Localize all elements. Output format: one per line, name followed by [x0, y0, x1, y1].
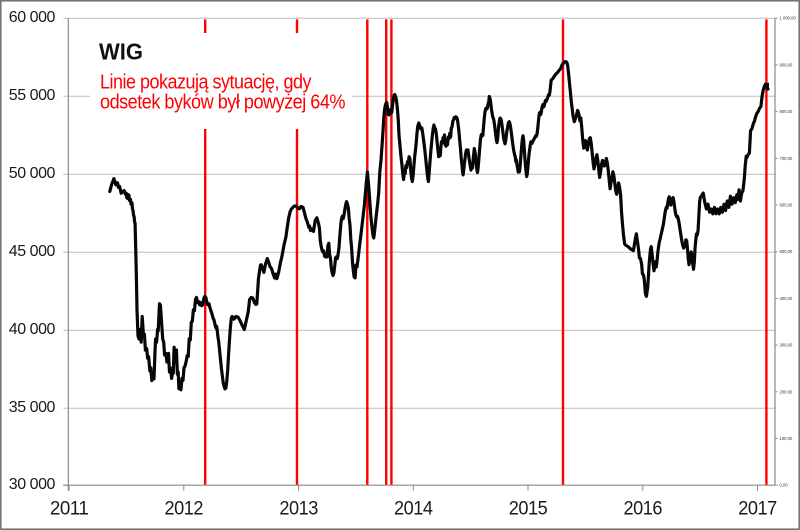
svg-text:500,00: 500,00: [780, 249, 793, 254]
svg-text:600,00: 600,00: [780, 203, 793, 208]
svg-text:1 000,00: 1 000,00: [780, 16, 797, 21]
svg-text:Linie pokazują sytuację, gdy: Linie pokazują sytuację, gdy: [100, 71, 311, 93]
svg-text:100,00: 100,00: [780, 436, 793, 441]
svg-text:55 000: 55 000: [9, 87, 56, 104]
svg-text:400,00: 400,00: [780, 296, 793, 301]
svg-text:60 000: 60 000: [9, 9, 56, 26]
svg-text:WIG: WIG: [99, 39, 143, 65]
svg-text:2016: 2016: [624, 499, 663, 520]
svg-text:odsetek byków był powyżej 64%: odsetek byków był powyżej 64%: [100, 92, 346, 114]
svg-text:2012: 2012: [165, 499, 204, 520]
svg-text:50 000: 50 000: [9, 165, 56, 182]
svg-text:35 000: 35 000: [9, 399, 56, 416]
svg-text:45 000: 45 000: [9, 243, 56, 260]
svg-text:2015: 2015: [509, 499, 548, 520]
svg-text:900,00: 900,00: [780, 62, 793, 67]
svg-text:2011: 2011: [50, 499, 89, 520]
svg-text:2017: 2017: [738, 499, 777, 520]
svg-text:800,00: 800,00: [780, 109, 793, 114]
svg-text:300,00: 300,00: [780, 343, 793, 348]
svg-text:0,00: 0,00: [780, 483, 789, 488]
svg-text:30 000: 30 000: [9, 476, 56, 493]
svg-text:2013: 2013: [279, 499, 318, 520]
svg-text:2014: 2014: [394, 499, 433, 520]
svg-text:200,00: 200,00: [780, 389, 793, 394]
svg-text:40 000: 40 000: [9, 321, 56, 338]
svg-text:700,00: 700,00: [780, 156, 793, 161]
